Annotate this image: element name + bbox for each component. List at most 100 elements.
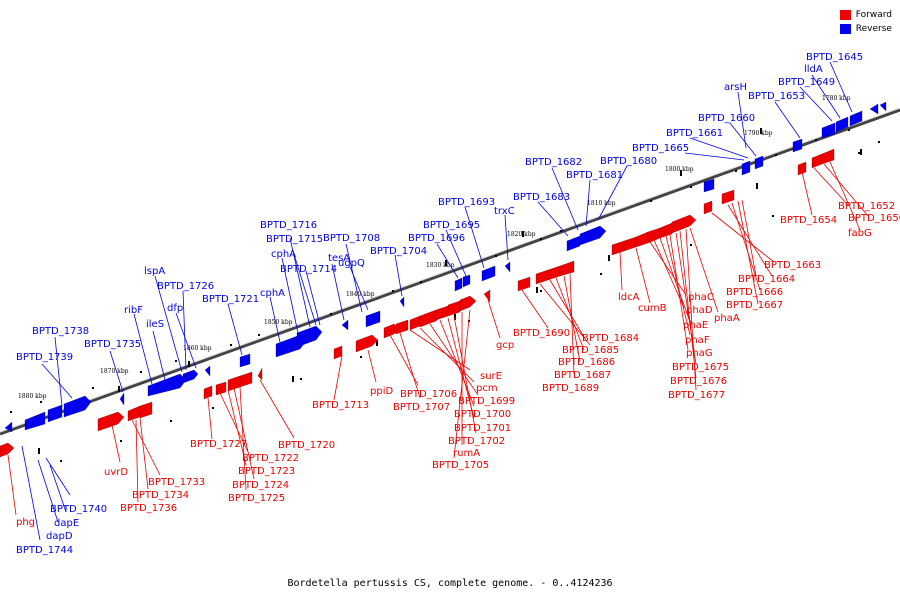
gene-label: BPTD_1722 (242, 453, 299, 464)
gene-label: arsH (724, 82, 747, 93)
gene-label: BPTD_1714 (280, 264, 337, 275)
scale-ticks: 1880 kbp 1870 kbp 1860 kbp 1850 kbp 1840… (18, 95, 851, 400)
tick-label: 1880 kbp (18, 393, 47, 400)
gene-label: BPTD_1725 (228, 493, 285, 504)
gene-label: phaE (683, 320, 708, 331)
gene-label: BPTD_1661 (666, 128, 723, 139)
gene-label: BPTD_1701 (454, 423, 511, 434)
forward-label: Forward (855, 10, 892, 20)
gene-label: dapE (54, 518, 79, 529)
gene-label: BPTD_1650 (848, 213, 900, 224)
gene-label: BPTD_1700 (454, 409, 511, 420)
tick-label: 1780 kbp (822, 95, 851, 102)
gene-label: dapD (46, 531, 73, 542)
gene-label: BPTD_1726 (157, 281, 214, 292)
gene-label: phaD (686, 305, 713, 316)
gene-label: BPTD_1660 (698, 113, 755, 124)
gene-label: BPTD_1687 (554, 370, 611, 381)
gene-label: BPTD_1724 (232, 480, 289, 491)
gene-label: BPTD_1735 (84, 339, 141, 350)
reverse-features (4, 101, 887, 433)
gene-label: BPTD_1664 (738, 274, 795, 285)
gene-label: BPTD_1699 (458, 396, 515, 407)
gene-label: BPTD_1707 (393, 402, 450, 413)
gene-label: BPTD_1680 (600, 156, 657, 167)
gene-label: BPTD_1706 (400, 389, 457, 400)
gene-label: BPTD_1652 (838, 201, 895, 212)
forward-leaders (7, 161, 869, 516)
gene-label: BPTD_1681 (566, 170, 623, 181)
gene-label: BPTD_1665 (632, 143, 689, 154)
forward-features (0, 148, 835, 458)
gene-label: BPTD_1690 (513, 328, 570, 339)
gene-label: phaG (686, 348, 713, 359)
legend-reverse: Reverse (839, 22, 892, 36)
gene-label: lspA (144, 266, 165, 277)
gene-label: BPTD_1716 (260, 220, 317, 231)
tick-label: 1800 kbp (665, 166, 694, 173)
gene-label: BPTD_1736 (120, 503, 177, 514)
gene-label: BPTD_1649 (778, 77, 835, 88)
gene-label: trxC (494, 206, 515, 217)
gene-label: gcp (496, 340, 514, 351)
gene-label: BPTD_1704 (370, 246, 427, 257)
gene-label: tesA (328, 253, 350, 264)
gene-label: BPTD_1682 (525, 157, 582, 168)
gene-label: lldA (804, 64, 823, 75)
tick-label: 1850 kbp (264, 319, 293, 326)
gene-label: BPTD_1705 (432, 460, 489, 471)
tick-label: 1810 kbp (587, 200, 616, 207)
tick-label: 1790 kbp (744, 130, 773, 137)
gene-label: BPTD_1675 (672, 362, 729, 373)
gene-label: BPTD_1685 (562, 345, 619, 356)
gene-label: BPTD_1676 (670, 376, 727, 387)
gene-label: BPTD_1708 (323, 233, 380, 244)
gene-label: phaF (685, 335, 710, 346)
gene-label: dfp (167, 303, 183, 314)
gene-label: BPTD_1739 (16, 352, 73, 363)
gene-label: BPTD_1713 (312, 400, 369, 411)
gene-label: BPTD_1684 (582, 333, 639, 344)
reverse-labels: BPTD_1738 BPTD_1739 BPTD_1735 ribF ileS … (16, 52, 863, 556)
gene-label: ldcA (618, 292, 640, 303)
gene-label: phaA (714, 313, 740, 324)
gene-label: BPTD_1689 (542, 383, 599, 394)
gene-label: cphA (271, 249, 296, 260)
gene-label: BPTD_1727 (190, 439, 247, 450)
gene-label: fabG (848, 228, 872, 239)
gene-label: BPTD_1653 (748, 91, 805, 102)
gene-label: BPTD_1723 (238, 466, 295, 477)
reverse-label: Reverse (855, 24, 892, 34)
gene-label: BPTD_1666 (726, 287, 783, 298)
gene-label: uvrD (104, 467, 128, 478)
gene-label: ileS (146, 319, 164, 330)
tick-label: 1820 kbp (507, 231, 536, 238)
forward-labels: phg uvrD BPTD_1733 BPTD_1734 BPTD_1736 B… (16, 201, 900, 528)
gene-label: rumA (453, 448, 480, 459)
tick-label: 1840 kbp (346, 291, 375, 298)
gene-label: BPTD_1667 (726, 300, 783, 311)
tick-label: 1860 kbp (183, 345, 212, 352)
gene-label: BPTD_1702 (448, 436, 505, 447)
gene-label: BPTD_1696 (408, 233, 465, 244)
gene-label: BPTD_1738 (32, 326, 89, 337)
gene-label: BPTD_1695 (423, 220, 480, 231)
gene-label: ribF (124, 305, 143, 316)
gene-label: BPTD_1734 (132, 490, 189, 501)
gene-label: BPTD_1693 (438, 197, 495, 208)
gene-label: BPTD_1715 (266, 234, 323, 245)
gene-label: cphA (260, 288, 285, 299)
gene-label: BPTD_1645 (806, 52, 863, 63)
legend: Forward Reverse (839, 8, 892, 36)
gene-label: BPTD_1686 (558, 357, 615, 368)
gene-label: BPTD_1683 (513, 192, 570, 203)
legend-forward: Forward (839, 8, 892, 22)
gene-label: BPTD_1663 (764, 260, 821, 271)
gene-label: BPTD_1677 (668, 390, 725, 401)
gene-label: ugpQ (338, 258, 365, 269)
gene-label: phaC (688, 292, 714, 303)
gene-label: ppiD (370, 386, 393, 397)
gene-label: BPTD_1720 (278, 440, 335, 451)
gene-label: BPTD_1744 (16, 545, 73, 556)
